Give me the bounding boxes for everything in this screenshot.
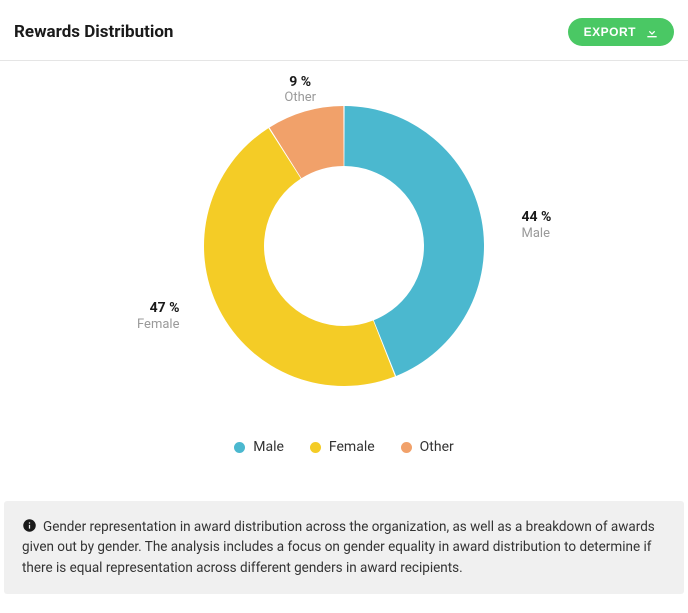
callout-label: Female [137,317,179,333]
page-title: Rewards Distribution [14,22,173,42]
info-icon [22,518,37,533]
legend-label: Other [420,439,454,455]
legend-label: Male [253,439,284,455]
donut-svg [194,96,494,396]
export-button-label: EXPORT [584,25,636,39]
info-box: Gender representation in award distribut… [4,501,684,594]
callout-percent: 9 % [284,74,316,91]
callout-label: Male [521,226,551,242]
callout-other: 9 %Other [284,74,316,106]
callout-male: 44 %Male [521,209,551,241]
export-button[interactable]: EXPORT [568,18,674,46]
header: Rewards Distribution EXPORT [0,0,688,61]
donut-chart: 44 %Male 47 %Female 9 %Other [0,61,688,431]
legend-item-male: Male [234,439,284,455]
chart-legend: Male Female Other [0,431,688,491]
legend-dot [234,442,245,453]
download-icon [644,24,660,40]
legend-item-female: Female [310,439,375,455]
legend-dot [401,442,412,453]
info-text: Gender representation in award distribut… [22,519,655,576]
callout-percent: 47 % [137,300,179,317]
callout-percent: 44 % [521,209,551,226]
legend-item-other: Other [401,439,454,455]
legend-label: Female [329,439,375,455]
callout-female: 47 %Female [137,300,179,332]
legend-dot [310,442,321,453]
callout-label: Other [284,90,316,106]
